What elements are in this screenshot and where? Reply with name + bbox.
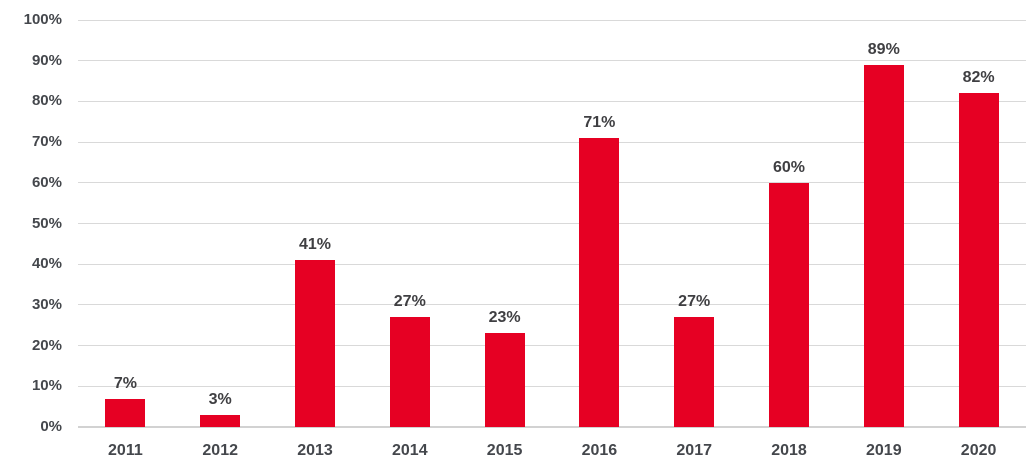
- y-axis-tick-label: 60%: [31, 173, 62, 191]
- bar-2017: [674, 317, 715, 427]
- x-axis-tick-label: 2014: [392, 442, 428, 459]
- gridline: [78, 304, 1026, 306]
- gridline: [78, 141, 1026, 143]
- x-axis-tick-label: 2018: [771, 442, 807, 459]
- x-axis-tick-label: 2016: [581, 442, 618, 459]
- x-axis-baseline: [78, 426, 1026, 428]
- y-axis-tick-label: 100%: [23, 11, 62, 28]
- bar-2020: [958, 93, 999, 427]
- gridline: [78, 263, 1026, 265]
- bar-2019: [863, 64, 904, 427]
- bar-value-label: 41%: [298, 236, 332, 254]
- bar-value-label: 3%: [208, 390, 232, 408]
- y-axis-tick-label: 40%: [31, 255, 62, 273]
- y-axis-tick-label: 70%: [31, 133, 62, 151]
- bar-value-label: 23%: [488, 309, 521, 327]
- x-axis-tick-label: 2020: [960, 442, 997, 459]
- gridline: [78, 19, 1026, 21]
- y-axis-tick-label: 20%: [31, 336, 62, 354]
- gridline: [78, 60, 1026, 62]
- y-axis-tick-label: 50%: [31, 214, 62, 232]
- bar-2014: [389, 317, 430, 427]
- y-axis-tick-label: 30%: [31, 295, 62, 313]
- gridline: [78, 182, 1026, 184]
- bar-value-label: 27%: [678, 293, 711, 311]
- gridline: [78, 100, 1026, 102]
- bar-2011: [105, 398, 146, 427]
- bar-2016: [579, 138, 620, 427]
- x-axis-tick-label: 2019: [866, 442, 902, 459]
- y-axis-tick-label: 0%: [40, 418, 62, 435]
- bar-value-label: 60%: [772, 158, 806, 176]
- bar-2015: [484, 333, 525, 427]
- gridline: [78, 385, 1026, 387]
- bar-value-label: 7%: [113, 374, 137, 392]
- bar-value-label: 71%: [583, 114, 616, 132]
- x-axis-tick-label: 2013: [297, 442, 333, 459]
- gridline: [78, 223, 1026, 224]
- bar-2013: [295, 260, 335, 427]
- x-axis-tick-label: 2017: [676, 442, 712, 459]
- bar-2018: [769, 182, 809, 427]
- y-axis-tick-label: 10%: [31, 377, 62, 395]
- bar-2012: [200, 414, 241, 427]
- bar-value-label: 27%: [393, 293, 426, 311]
- y-axis-tick-label: 90%: [31, 51, 62, 69]
- plot-area: [78, 19, 1026, 428]
- y-axis-tick-label: 80%: [31, 92, 62, 110]
- bar-value-label: 82%: [962, 69, 995, 87]
- x-axis-tick-label: 2015: [486, 442, 523, 459]
- x-axis-tick-label: 2012: [202, 442, 238, 459]
- bar-value-label: 89%: [867, 40, 900, 58]
- x-axis-tick-label: 2011: [108, 442, 143, 459]
- gridline: [78, 345, 1026, 347]
